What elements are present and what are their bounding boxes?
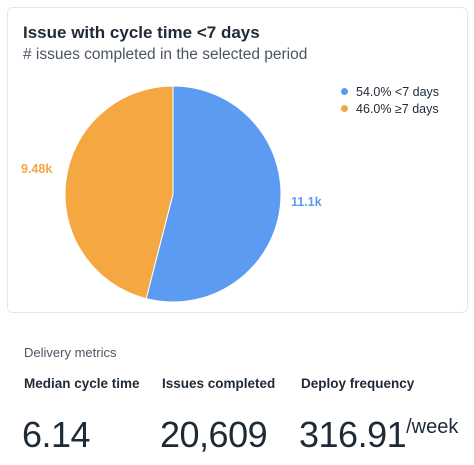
metric-unit: /week: [406, 416, 459, 438]
legend-label: 46.0% ≥7 days: [356, 101, 439, 116]
pie-chart-card: Issue with cycle time <7 days # issues c…: [7, 7, 468, 313]
metric-label-issues-completed: Issues completed: [162, 376, 276, 391]
pie-slice-1[interactable]: [64, 85, 174, 300]
metric-value-issues-completed: 20,609: [160, 414, 268, 456]
metric-value-deploy-frequency: 316.91/week: [299, 414, 458, 456]
chart-legend: 54.0% <7 days 46.0% ≥7 days: [341, 83, 439, 117]
legend-item-lt7[interactable]: 54.0% <7 days: [341, 83, 439, 100]
delivery-metrics-title: Delivery metrics: [24, 345, 117, 360]
metric-label-deploy-frequency: Deploy frequency: [301, 376, 415, 391]
slice-data-label-1: 9.48k: [21, 162, 52, 176]
legend-label: 54.0% <7 days: [356, 84, 440, 99]
legend-dot-icon: [341, 105, 348, 112]
metric-number: 20,609: [160, 414, 268, 455]
metric-value-median-cycle-time: 6.14: [22, 414, 91, 456]
chart-title: Issue with cycle time <7 days: [23, 23, 260, 42]
pie-chart: 11.1k 9.48k: [21, 85, 322, 303]
legend-dot-icon: [341, 88, 348, 95]
legend-item-ge7[interactable]: 46.0% ≥7 days: [341, 100, 439, 117]
chart-subtitle: # issues completed in the selected perio…: [23, 46, 308, 63]
slice-data-label-0: 11.1k: [291, 195, 322, 209]
metric-number: 6.14: [22, 414, 91, 455]
metric-label-median-cycle-time: Median cycle time: [24, 376, 140, 391]
pie-slice-0[interactable]: [145, 85, 282, 303]
metric-number: 316.91: [299, 414, 407, 455]
